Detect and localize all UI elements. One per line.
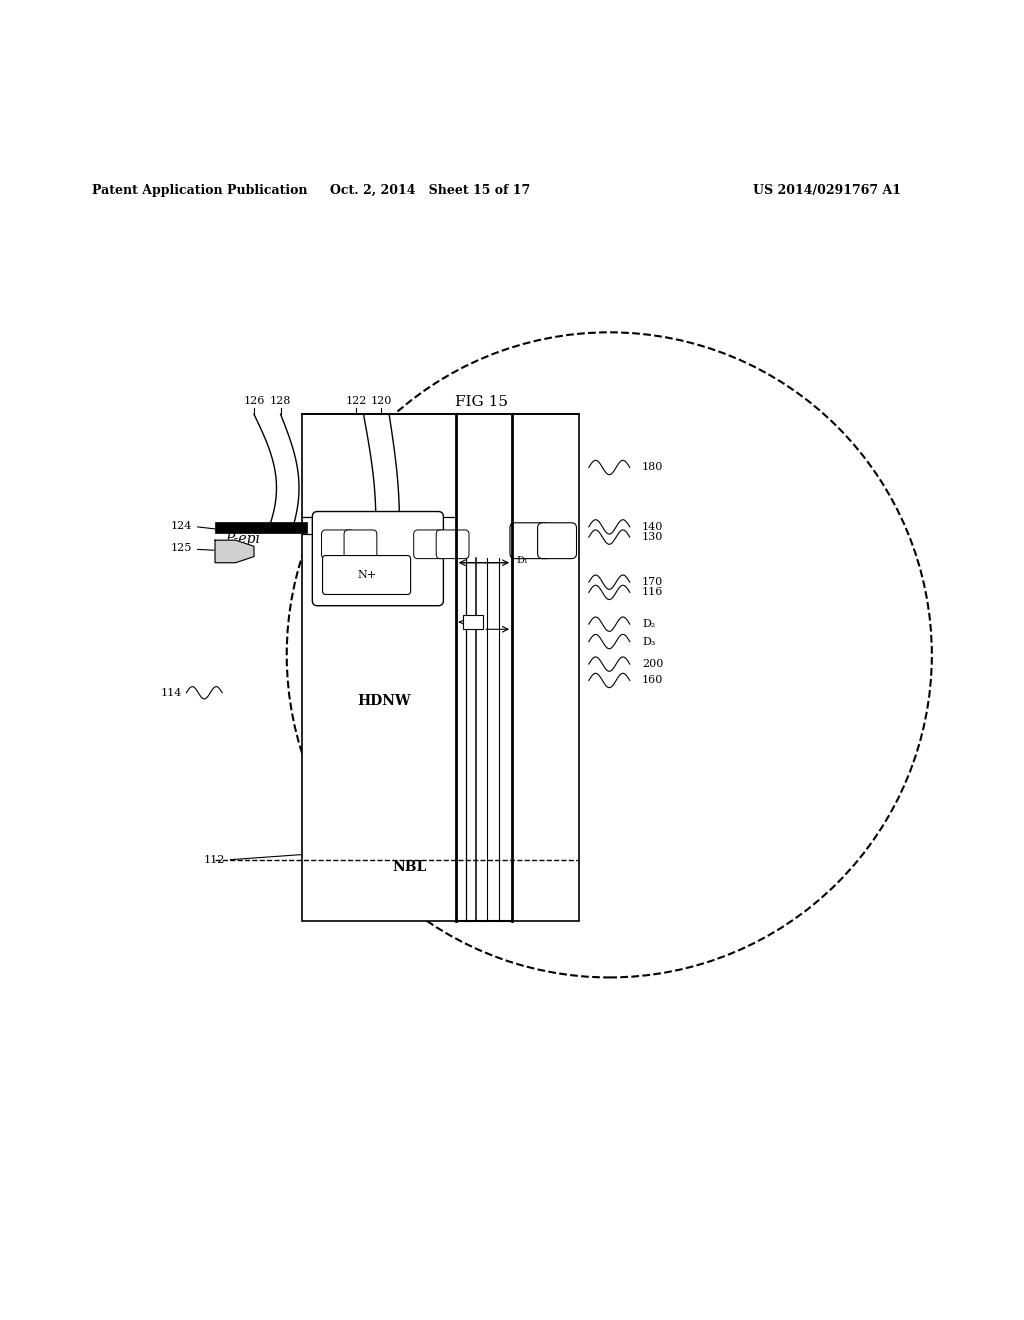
Text: 160: 160: [642, 676, 664, 685]
Text: 130: 130: [642, 532, 664, 543]
Text: 114: 114: [161, 688, 182, 698]
Text: 180: 180: [642, 462, 664, 473]
FancyBboxPatch shape: [344, 529, 377, 558]
Text: 170: 170: [642, 577, 664, 587]
FancyBboxPatch shape: [302, 414, 579, 921]
Text: 140: 140: [642, 521, 664, 532]
Text: D₁: D₁: [516, 556, 528, 565]
FancyBboxPatch shape: [312, 512, 443, 606]
Polygon shape: [215, 540, 254, 562]
Text: P-epi: P-epi: [225, 532, 260, 546]
Text: US 2014/0291767 A1: US 2014/0291767 A1: [753, 183, 901, 197]
Text: FIG 15: FIG 15: [455, 395, 508, 409]
Text: 116: 116: [642, 587, 664, 598]
Text: 112: 112: [204, 854, 225, 865]
FancyBboxPatch shape: [538, 523, 577, 558]
Text: 126: 126: [244, 396, 264, 407]
Text: NW: NW: [366, 572, 390, 585]
FancyBboxPatch shape: [463, 615, 483, 630]
Text: Patent Application Publication: Patent Application Publication: [92, 183, 307, 197]
Text: D₂: D₂: [642, 619, 655, 630]
FancyBboxPatch shape: [414, 529, 446, 558]
FancyBboxPatch shape: [215, 521, 307, 533]
Text: HDNW: HDNW: [357, 694, 411, 708]
Text: 120: 120: [371, 396, 391, 407]
FancyBboxPatch shape: [322, 529, 354, 558]
Text: D₃: D₃: [642, 636, 655, 647]
Text: N+: N+: [357, 570, 376, 579]
FancyBboxPatch shape: [510, 523, 551, 558]
Text: 122: 122: [346, 396, 367, 407]
FancyBboxPatch shape: [323, 556, 411, 594]
Text: 200: 200: [642, 659, 664, 669]
Text: 125: 125: [171, 544, 193, 553]
Text: 124: 124: [171, 521, 193, 531]
FancyBboxPatch shape: [436, 529, 469, 558]
Text: 128: 128: [270, 396, 291, 407]
Text: Oct. 2, 2014   Sheet 15 of 17: Oct. 2, 2014 Sheet 15 of 17: [330, 183, 530, 197]
Text: NBL: NBL: [392, 859, 427, 874]
